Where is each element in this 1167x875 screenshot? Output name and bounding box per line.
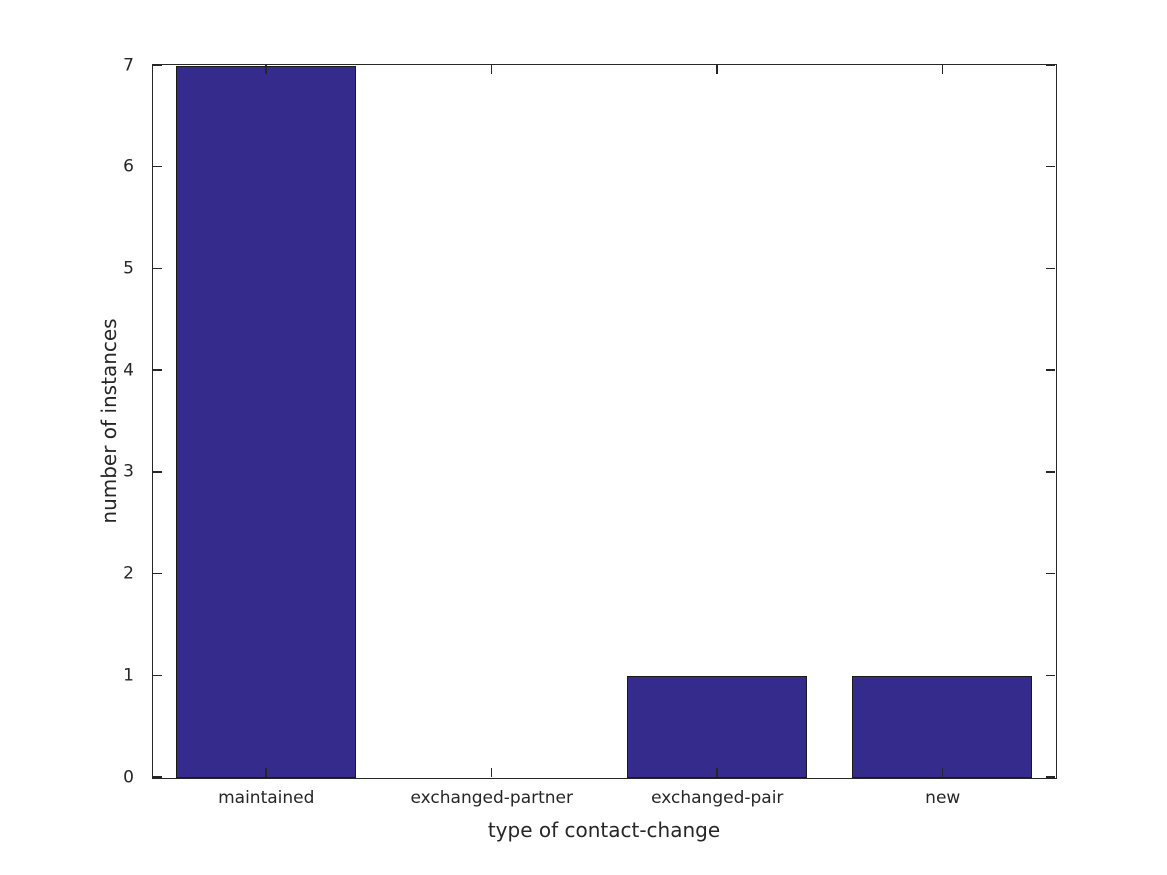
y-tick-label: 0 (123, 767, 134, 787)
tick-mark (1046, 674, 1055, 677)
bar-new (852, 676, 1033, 778)
tick-mark (1046, 165, 1055, 168)
tick-mark (1046, 471, 1055, 473)
tick-mark (490, 65, 492, 74)
y-tick-label: 3 (123, 461, 134, 482)
tick-mark (153, 572, 162, 575)
x-tick-label-maintained: maintained (218, 788, 315, 808)
bar-maintained (175, 66, 356, 778)
tick-mark (153, 165, 162, 168)
y-tick-label: 4 (123, 360, 134, 381)
tick-mark (1046, 267, 1055, 270)
ticks-layer (153, 64, 1056, 778)
tick-mark (1046, 776, 1055, 778)
tick-mark (153, 267, 162, 270)
x-tick-label-exchanged-pair: exchanged-pair (651, 788, 784, 808)
tick-mark (1046, 369, 1055, 371)
tick-mark (716, 768, 718, 777)
tick-mark (153, 776, 162, 778)
y-axis-label: number of instances (97, 318, 121, 524)
y-tick-label: 1 (123, 665, 134, 686)
tick-mark (153, 674, 162, 677)
y-tick-label: 7 (123, 55, 134, 75)
tick-mark (265, 768, 267, 777)
tick-mark (716, 65, 718, 74)
plot-area (152, 64, 1057, 779)
tick-mark (265, 65, 267, 74)
tick-mark (1046, 64, 1055, 66)
tick-mark (490, 768, 492, 777)
tick-mark (153, 369, 162, 371)
x-axis-label: type of contact-change (487, 818, 721, 842)
tick-mark (941, 768, 943, 777)
x-tick-label-new: new (925, 788, 961, 808)
bar-exchanged-pair (626, 676, 807, 778)
tick-mark (153, 64, 162, 66)
tick-mark (941, 65, 943, 74)
y-tick-label: 5 (123, 258, 134, 279)
tick-mark (1046, 572, 1055, 575)
y-tick-label: 6 (123, 156, 134, 177)
y-tick-label: 2 (123, 563, 134, 584)
tick-mark (153, 471, 162, 473)
x-tick-label-exchanged-partner: exchanged-partner (410, 788, 574, 808)
bars-layer (153, 65, 1056, 778)
